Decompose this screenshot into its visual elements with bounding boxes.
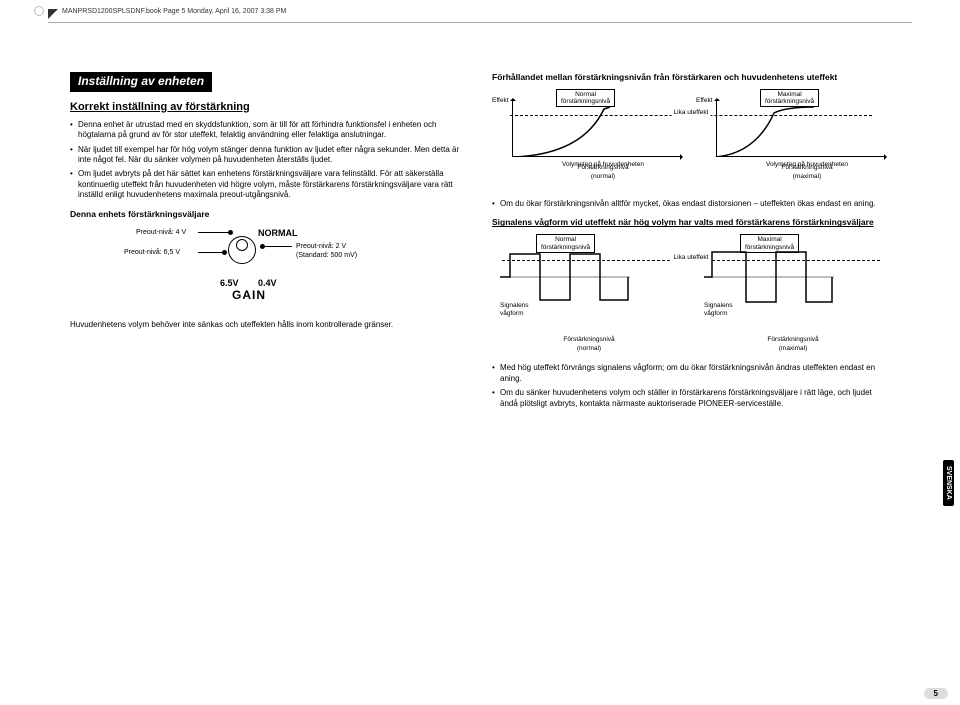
leader-line [198,232,230,233]
signal-heading: Signalens vågform vid uteffekt när hög v… [492,217,890,228]
gain-knob [228,226,256,266]
foot-normal: Förstärkningsnivå (normal) [492,336,686,353]
intro-bullets: Denna enhet är utrustad med en skyddsfun… [70,120,468,201]
gain-diagram: Preout-nivå: 4 V Preout-nivå: 6,5 V Preo… [110,226,468,296]
foot-normal: Förstärkningsnivå (normal) [520,164,686,181]
bottom-bullets: Med hög uteffekt förvrängs signalens våg… [492,363,890,409]
language-tab: SVENSKA [943,460,954,506]
signal-label: Signalens vågform [500,302,529,319]
left-column: Inställning av enheten Korrekt inställni… [70,72,468,675]
bullet-item: Om ljudet avbryts på det här sättet kan … [70,169,468,200]
signal-graph-row: Normal förstärkningsnivå Signalens vågfo… [492,234,890,334]
preout-4v-label: Preout-nivå: 4 V [136,228,186,237]
signal-label: Signalens vågform [704,302,733,319]
y-axis-label: Effekt [492,97,509,105]
normal-gain-box: Normal förstärkningsnivå [556,89,615,107]
footer-para: Huvudenhetens volym behöver inte sänkas … [70,320,468,330]
preout-2v-label: Preout-nivå: 2 V [296,242,346,251]
knob-dot [222,250,227,255]
page-header-filename: MANPRSD1200SPLSDNF.book Page 5 Monday, A… [62,8,286,15]
sub-title: Korrekt inställning av förstärkning [70,100,468,114]
page-number: 5 [924,688,948,699]
gain-word: GAIN [232,288,266,304]
signal-graph-max: Maximal förstärkningsnivå Signalens vågf… [696,234,890,324]
effect-graph-normal: Effekt Normal förstärkningsnivå Volymste… [492,89,686,179]
gain-normal-label: NORMAL [258,228,298,240]
foot-max: Förstärkningsnivå (maximal) [724,164,890,181]
y-axis-label: Effekt [696,97,713,105]
bullet-item: Denna enhet är utrustad med en skyddsfun… [70,120,468,141]
preout-65v-label: Preout-nivå: 6,5 V [124,248,180,257]
effect-graph-max: Effekt Maximal förstärkningsnivå Volymst… [696,89,890,179]
section-title: Inställning av enheten [70,72,212,92]
bullet-item: Om du ökar förstärkningsnivån alltför my… [492,199,890,209]
leader-line [198,252,224,253]
note-bullets-1: Om du ökar förstärkningsnivån alltför my… [492,199,890,209]
knob-dot [260,244,265,249]
preout-std-label: (Standard: 500 mV) [296,251,357,260]
effect-graph-row: Effekt Normal förstärkningsnivå Volymste… [492,89,890,189]
max-gain-box: Maximal förstärkningsnivå [760,89,819,107]
equal-output-label: Lika uteffekt [672,109,711,117]
equal-output-label: Lika uteffekt [672,254,711,262]
signal-wave-normal [500,250,630,304]
bullet-item: Om du sänker huvudenhetens volym och stä… [492,388,890,409]
header-rule [48,22,912,23]
signal-graph-normal: Normal förstärkningsnivå Signalens vågfo… [492,234,686,324]
bullet-item: När ljudet till exempel har för hög voly… [70,145,468,166]
right-column: Förhållandet mellan förstärkningsnivån f… [492,72,890,675]
foot-max: Förstärkningsnivå (maximal) [696,336,890,353]
selector-heading: Denna enhets förstärkningsväljare [70,209,468,220]
relation-heading: Förhållandet mellan förstärkningsnivån f… [492,72,890,83]
corner-mark-top-left [34,6,44,16]
signal-wave-max [704,250,834,304]
bullet-item: Med hög uteffekt förvrängs signalens våg… [492,363,890,384]
leader-line [262,246,292,247]
page-content: Inställning av enheten Korrekt inställni… [70,72,890,675]
